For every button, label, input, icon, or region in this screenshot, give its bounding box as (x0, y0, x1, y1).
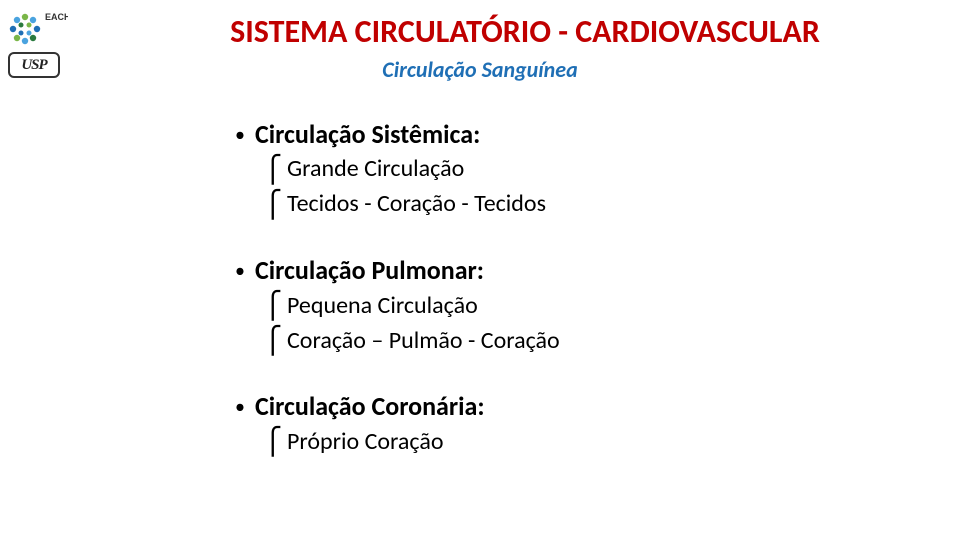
content-area: • Circulação Sistêmica: ⎧ Grande Circula… (235, 118, 920, 491)
each-logo-icon: EACH (8, 8, 68, 50)
sub-list: ⎧ Próprio Coração (263, 424, 920, 459)
curl-bullet-icon: ⎧ (263, 152, 281, 187)
section-title: Circulação Sistêmica: (255, 118, 480, 150)
slide-subtitle: Circulação Sanguínea (0, 56, 960, 83)
section-head: • Circulação Coronária: (235, 390, 920, 422)
list-item: ⎧ Coração – Pulmão - Coração (263, 323, 920, 358)
each-logo-text: EACH (45, 12, 68, 22)
bullet-icon: • (235, 261, 245, 281)
curl-bullet-icon: ⎧ (263, 323, 281, 358)
section-title: Circulação Coronária: (255, 390, 485, 422)
section-pulmonar: • Circulação Pulmonar: ⎧ Pequena Circula… (235, 254, 920, 358)
item-text: Pequena Circulação (287, 290, 478, 322)
sub-list: ⎧ Grande Circulação ⎧ Tecidos - Coração … (263, 152, 920, 222)
list-item: ⎧ Pequena Circulação (263, 288, 920, 323)
list-item: ⎧ Tecidos - Coração - Tecidos (263, 187, 920, 222)
section-head: • Circulação Pulmonar: (235, 254, 920, 286)
curl-bullet-icon: ⎧ (263, 288, 281, 323)
item-text: Coração – Pulmão - Coração (287, 325, 560, 357)
section-title: Circulação Pulmonar: (255, 254, 484, 286)
slide-title: SISTEMA CIRCULATÓRIO - CARDIOVASCULAR (110, 12, 940, 51)
item-text: Grande Circulação (287, 153, 464, 185)
item-text: Próprio Coração (287, 426, 444, 458)
bullet-icon: • (235, 125, 245, 145)
section-sistemica: • Circulação Sistêmica: ⎧ Grande Circula… (235, 118, 920, 222)
section-coronaria: • Circulação Coronária: ⎧ Próprio Coraçã… (235, 390, 920, 459)
curl-bullet-icon: ⎧ (263, 187, 281, 222)
curl-bullet-icon: ⎧ (263, 424, 281, 459)
list-item: ⎧ Grande Circulação (263, 152, 920, 187)
bullet-icon: • (235, 397, 245, 417)
sub-list: ⎧ Pequena Circulação ⎧ Coração – Pulmão … (263, 288, 920, 358)
item-text: Tecidos - Coração - Tecidos (287, 188, 546, 220)
list-item: ⎧ Próprio Coração (263, 424, 920, 459)
section-head: • Circulação Sistêmica: (235, 118, 920, 150)
